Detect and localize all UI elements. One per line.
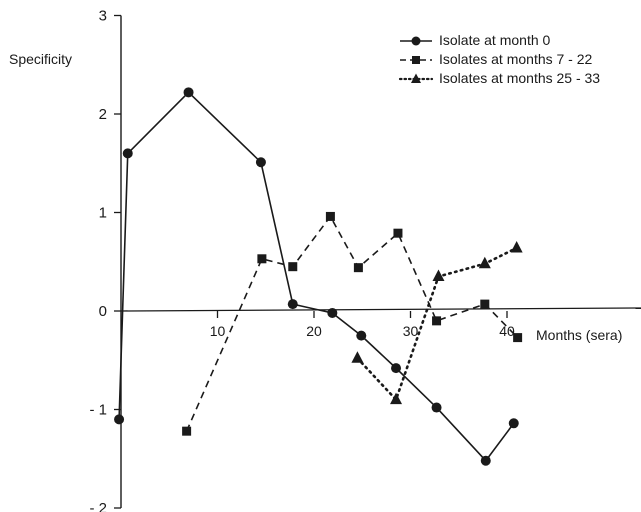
x-tick-label: 30 [403,323,419,339]
x-tick-label: 20 [306,323,322,339]
axes: - 2 - 1 0 1 2 3 10 20 30 40 [89,8,641,512]
legend-label: Isolates at months 7 - 22 [439,51,593,67]
y-axis-label: Specificity [9,51,73,67]
data-point-circle [391,363,402,374]
x-tick-label: 40 [499,323,515,339]
legend: Isolate at month 0 Isolates at months 7 … [398,31,600,88]
data-point-square [353,263,363,273]
legend-swatch-circle-solid [400,36,432,45]
data-point-triangle [510,240,523,253]
data-point-circle [431,402,442,413]
data-point-square [393,228,403,238]
x-axis-line [120,307,641,312]
data-point-circle [122,148,133,159]
data-point-circle [508,418,519,429]
y-tick-label: - 2 [89,500,107,512]
y-tick-label: 0 [99,303,107,320]
data-point-square [288,262,298,272]
legend-swatch-square-dashed [400,55,432,64]
data-point-square [257,254,267,264]
legend-label: Isolate at month 0 [439,32,551,48]
y-tick-label: 1 [99,205,107,222]
x-axis-label: Months (sera) [536,327,623,343]
legend-entry-month-0: Isolate at month 0 [398,31,600,50]
series-layer [114,87,523,466]
data-point-triangle [432,269,445,282]
y-tick-label: - 1 [89,402,107,419]
y-tick-label: 3 [99,8,107,25]
y-tick-label: 2 [99,106,107,123]
data-point-circle [356,330,367,341]
data-point-circle [327,307,338,318]
data-point-circle [480,455,491,466]
series-circle [114,87,519,466]
data-point-circle [287,299,298,310]
data-point-circle [183,87,194,98]
data-point-square [182,426,192,436]
data-point-triangle [390,392,403,405]
series-triangle [351,240,523,405]
x-tick-label: 10 [210,323,226,339]
series-square [182,211,523,436]
legend-label: Isolates at months 25 - 33 [439,70,601,86]
data-point-square [480,299,490,309]
series-line [118,91,515,462]
legend-swatch-triangle-dotted [398,73,434,83]
data-point-triangle [478,256,491,269]
data-point-square [513,333,523,343]
data-point-square [325,211,335,221]
data-point-triangle [351,351,364,363]
data-point-circle [114,414,125,425]
legend-entry-months-7-22: Isolates at months 7 - 22 [398,50,600,69]
series-line [185,215,519,432]
data-point-circle [255,157,266,168]
legend-entry-months-25-33: Isolates at months 25 - 33 [398,69,600,88]
data-point-square [432,316,442,326]
